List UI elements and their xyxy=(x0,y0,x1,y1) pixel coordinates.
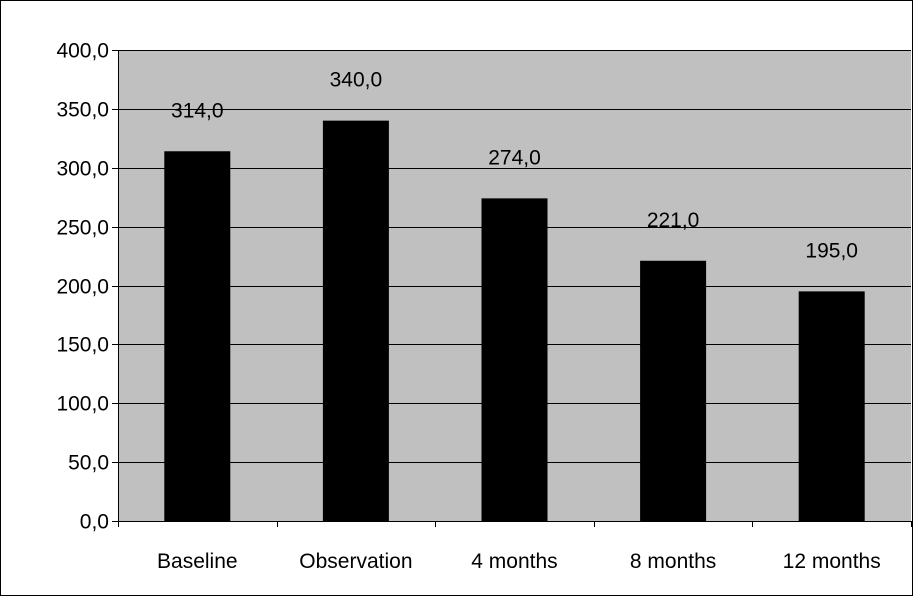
x-category-label: 12 months xyxy=(783,550,881,573)
bars xyxy=(164,120,865,522)
y-tick-label: 300,0 xyxy=(56,158,109,181)
y-tick-label: 50,0 xyxy=(68,452,109,475)
y-tick-label: 150,0 xyxy=(56,334,109,357)
x-category-label: Baseline xyxy=(157,550,238,573)
y-axis: 0,0 50,0 100,0 150,0 200,0 250,0 300,0 350,0 400… xyxy=(56,40,119,534)
data-label: 340,0 xyxy=(330,69,383,92)
y-tick-label: 200,0 xyxy=(56,276,109,299)
bar-12-months xyxy=(798,291,865,521)
x-category-label: 8 months xyxy=(630,550,716,573)
bar-4-months xyxy=(481,198,548,522)
y-tick-label: 250,0 xyxy=(56,217,109,240)
x-axis: Baseline Observation 4 months 8 months 12 mo… xyxy=(118,521,912,573)
data-label: 195,0 xyxy=(805,239,858,262)
bar-baseline xyxy=(164,151,231,521)
bar-observation xyxy=(322,120,389,522)
data-labels: 314,0 340,0 274,0 221,0 195,0 xyxy=(171,69,858,263)
bar-8-months xyxy=(640,260,707,521)
data-label: 221,0 xyxy=(647,209,700,232)
y-tick-label: 350,0 xyxy=(56,99,109,122)
data-label: 314,0 xyxy=(171,99,224,122)
x-category-label: 4 months xyxy=(471,550,557,573)
y-tick-label: 100,0 xyxy=(56,393,109,416)
y-tick-label: 400,0 xyxy=(56,40,109,63)
data-label: 274,0 xyxy=(488,146,541,169)
x-category-label: Observation xyxy=(299,550,412,573)
y-tick-label: 0,0 xyxy=(80,511,109,534)
